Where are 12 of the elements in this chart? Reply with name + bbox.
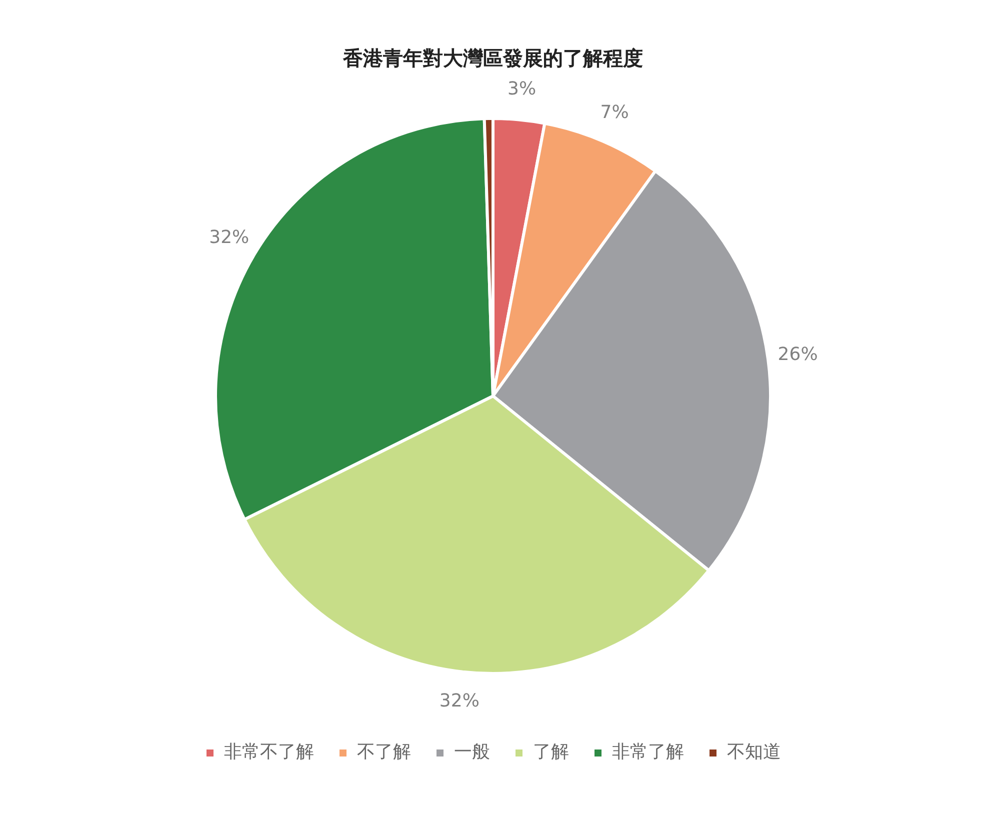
- legend-label: 不知道: [727, 742, 781, 763]
- legend-label: 不了解: [357, 742, 411, 763]
- data-label: 32%: [209, 226, 250, 248]
- legend-label: 非常了解: [612, 742, 684, 763]
- data-label: 26%: [778, 344, 818, 365]
- data-label: 3%: [508, 78, 536, 100]
- data-label: 32%: [439, 690, 480, 712]
- data-label: 7%: [600, 102, 629, 124]
- legend-label: 了解: [533, 742, 569, 763]
- legend-label: 一般: [454, 742, 490, 763]
- chart-title: 香港青年對大灣區發展的了解程度: [342, 46, 643, 70]
- legend-label: 非常不了解: [224, 742, 314, 763]
